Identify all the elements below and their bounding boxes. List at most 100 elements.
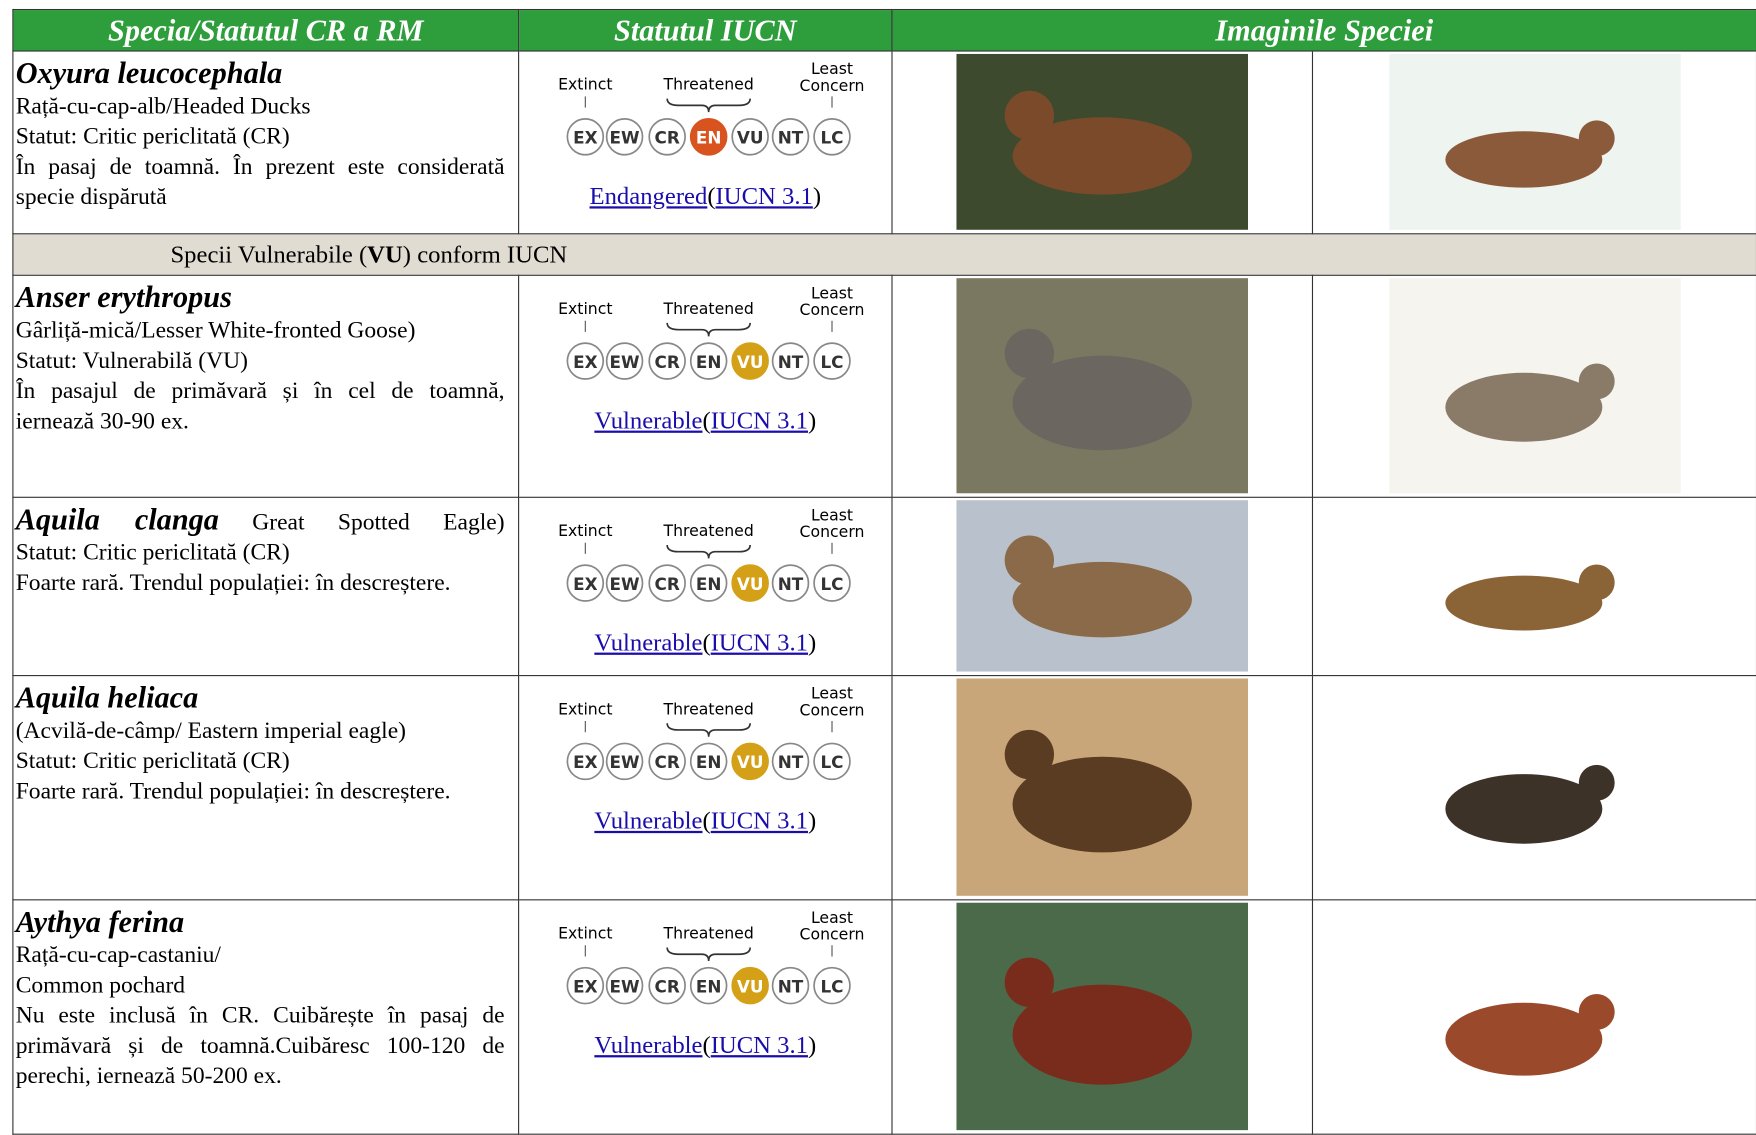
species-name: Aquila clanga xyxy=(15,502,219,536)
iucn-code: NT xyxy=(778,752,804,772)
iucn-code: LC xyxy=(820,752,843,772)
status-link[interactable]: Vulnerable xyxy=(594,1030,703,1059)
iucn-code: VU xyxy=(737,352,764,372)
species-line: Statut: Critic periclitată (CR) xyxy=(15,122,290,150)
iucn-label: Concern xyxy=(800,700,865,719)
ref-link[interactable]: IUCN 3.1 xyxy=(710,405,809,434)
species-name: Aquila heliaca xyxy=(15,680,199,715)
iucn-code: EW xyxy=(610,574,640,594)
species-name-line: Aquila clanga Great Spotted Eagle) xyxy=(16,502,505,537)
iucn-circle xyxy=(605,742,644,781)
iucn-code: LC xyxy=(820,352,843,372)
header-row: Specia/Statutul CR a RM Statutul IUCN Im… xyxy=(12,8,1756,52)
header-cell: Imaginile Speciei xyxy=(891,8,1756,52)
iucn-code: CR xyxy=(655,752,680,772)
iucn-code: NT xyxy=(778,976,804,996)
species-cell: Aquila heliaca (Acvilă-de-câmp/ Eastern i… xyxy=(12,675,520,901)
species-line: Rață-cu-cap-castaniu/ xyxy=(15,940,221,968)
illustration-cell xyxy=(1311,675,1756,901)
species-cell: Anser erythropus Gârliță-mică/Lesser Whit… xyxy=(12,274,520,498)
iucn-link: Vulnerable(IUCN 3.1) xyxy=(520,627,891,657)
iucn-link: Vulnerable(IUCN 3.1) xyxy=(520,405,891,435)
iucn-circle xyxy=(813,742,851,781)
iucn-code: EN xyxy=(696,128,722,148)
iucn-cell: Extinct Threatened Least Concern EX EW CR EN VU N… xyxy=(518,675,893,901)
table-row: Anser erythropus Gârliță-mică/Lesser Whit… xyxy=(12,274,1756,498)
status-link[interactable]: Endangered xyxy=(589,181,708,210)
iucn-circle xyxy=(566,564,605,602)
paren: ( xyxy=(702,405,711,434)
species-photo xyxy=(956,500,1249,672)
iucn-circle xyxy=(605,342,644,380)
iucn-code: NT xyxy=(778,574,804,594)
species-line: Statut: Vulnerabilă (VU) xyxy=(15,346,248,374)
iucn-circle xyxy=(689,118,728,156)
iucn-label: Least xyxy=(811,505,853,524)
iucn-label: Threatened xyxy=(663,699,754,718)
species-photo xyxy=(956,902,1249,1131)
bird-body xyxy=(1444,1002,1602,1076)
table-row: Aquila heliaca (Acvilă-de-câmp/ Eastern i… xyxy=(12,675,1756,901)
status-link[interactable]: Vulnerable xyxy=(594,405,703,434)
iucn-label: Least xyxy=(811,59,853,78)
paren: ) xyxy=(812,181,822,210)
ref-link[interactable]: IUCN 3.1 xyxy=(710,806,809,835)
paren: ( xyxy=(702,627,711,656)
species-name-line: Aythya ferina xyxy=(16,905,505,940)
status-link[interactable]: Vulnerable xyxy=(594,627,703,656)
iucn-circle xyxy=(605,118,644,156)
iucn-code: EN xyxy=(696,352,722,372)
iucn-circle xyxy=(605,564,644,602)
iucn-circle xyxy=(731,742,769,781)
ref-link[interactable]: IUCN 3.1 xyxy=(710,1030,809,1059)
status-link[interactable]: Vulnerable xyxy=(594,806,703,835)
bird-head xyxy=(1004,535,1055,585)
iucn-circle xyxy=(813,966,851,1005)
iucn-code: LC xyxy=(820,574,843,594)
iucn-code: NT xyxy=(778,128,804,148)
bird-body xyxy=(1012,355,1192,451)
bird-head xyxy=(1004,957,1055,1007)
iucn-code: CR xyxy=(655,976,680,996)
iucn-circle xyxy=(731,118,769,156)
iucn-code: EW xyxy=(610,128,640,148)
photo-cell xyxy=(891,675,1314,901)
iucn-circle xyxy=(771,342,810,380)
iucn-label: Extinct xyxy=(558,521,612,540)
iucn-label: Concern xyxy=(800,925,865,944)
header-cell: Specia/Statutul CR a RM xyxy=(12,8,520,52)
bird-body xyxy=(1444,575,1602,631)
iucn-label: Concern xyxy=(800,300,865,319)
illustration-cell xyxy=(1311,50,1756,235)
iucn-label: Least xyxy=(811,908,853,927)
species-name-line: Anser erythropus xyxy=(16,280,505,315)
paren: ( xyxy=(702,806,711,835)
brace xyxy=(666,544,751,559)
photo-cell xyxy=(891,496,1314,677)
ref-link[interactable]: IUCN 3.1 xyxy=(710,627,809,656)
iucn-label: Extinct xyxy=(558,75,612,94)
iucn-code: EX xyxy=(573,574,597,594)
iucn-code: EN xyxy=(696,976,722,996)
iucn-label: Extinct xyxy=(558,924,612,943)
species-common-name: Great Spotted Eagle) xyxy=(252,507,505,535)
paren: ) xyxy=(808,806,817,835)
species-line: Foarte rară. Trendul populației: în desc… xyxy=(15,777,451,804)
species-name: Anser erythropus xyxy=(15,280,232,314)
iucn-link: Endangered(IUCN 3.1) xyxy=(520,181,891,211)
brace xyxy=(666,723,751,737)
iucn-code: VU xyxy=(737,128,764,148)
iucn-label: Concern xyxy=(800,522,865,541)
species-illustration xyxy=(1388,678,1681,896)
iucn-circle xyxy=(731,342,769,380)
species-name-line: Oxyura leucocephala xyxy=(16,56,505,91)
iucn-circle xyxy=(689,742,728,781)
iucn-circle xyxy=(648,742,686,781)
iucn-circle xyxy=(731,564,769,602)
bird-head xyxy=(1004,328,1055,379)
iucn-circle xyxy=(566,966,605,1005)
ref-link[interactable]: IUCN 3.1 xyxy=(715,181,813,210)
section-text: VU xyxy=(367,239,403,268)
